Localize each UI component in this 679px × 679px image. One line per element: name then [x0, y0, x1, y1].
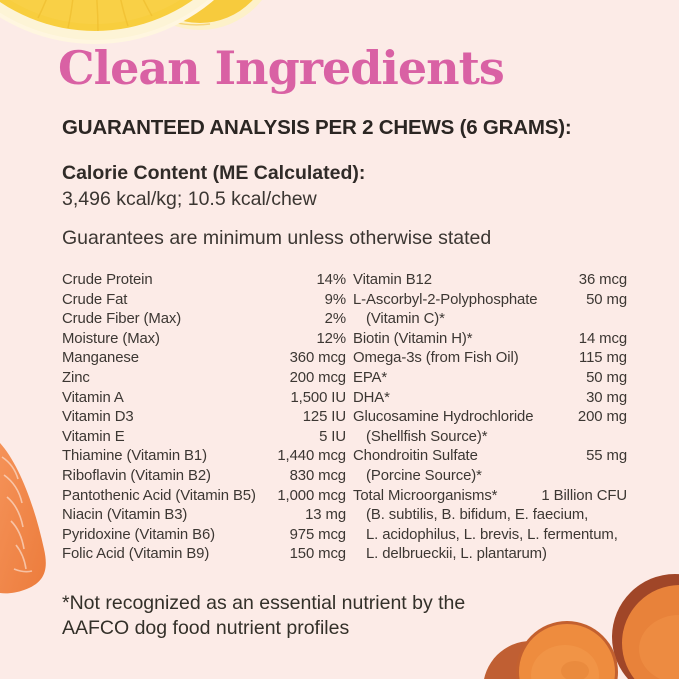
table-row: Biotin (Vitamin H)* 14 mcg: [353, 330, 627, 350]
footnote-line-2: AAFCO dog food nutrient profiles: [62, 616, 350, 639]
nutrient-value: 13 mg: [305, 507, 346, 524]
table-row: Vitamin E 5 IU: [62, 428, 346, 448]
nutrient-label: Vitamin E: [62, 428, 125, 445]
nutrient-value: 150 mcg: [289, 546, 347, 563]
nutrient-label: Biotin (Vitamin H)*: [353, 330, 473, 347]
nutrient-value: 12%: [316, 330, 346, 347]
nutrient-label: Pantothenic Acid (Vitamin B5): [62, 487, 256, 504]
table-row: Moisture (Max) 12%: [62, 330, 346, 350]
nutrient-label: Manganese: [62, 350, 139, 367]
guarantee-note: Guarantees are minimum unless otherwise …: [62, 227, 492, 249]
table-row: Folic Acid (Vitamin B9) 150 mcg: [62, 545, 346, 565]
nutrient-value: 9%: [324, 291, 346, 308]
nutrient-label: Vitamin D3: [62, 409, 134, 426]
nutrient-value: 200 mg: [577, 409, 627, 426]
nutrient-label: (B. subtilis, B. bifidum, E. faecium,: [366, 507, 589, 524]
table-row: Omega-3s (from Fish Oil) 115 mg: [353, 349, 627, 369]
table-row: DHA* 30 mg: [353, 389, 627, 409]
table-row-continuation: L. acidophilus, L. brevis, L. fermentum,: [353, 526, 627, 546]
nutrient-label: Riboflavin (Vitamin B2): [62, 467, 211, 484]
calorie-content-value: 3,496 kcal/kg; 10.5 kcal/chew: [62, 188, 317, 210]
nutrient-label: Moisture (Max): [62, 330, 160, 347]
table-row: Manganese 360 mcg: [62, 349, 346, 369]
nutrient-value: 30 mg: [586, 389, 627, 406]
guaranteed-analysis-heading: GUARANTEED ANALYSIS PER 2 CHEWS (6 GRAMS…: [62, 116, 572, 139]
table-row: Vitamin D3 125 IU: [62, 408, 346, 428]
nutrient-label: Pyridoxine (Vitamin B6): [62, 526, 216, 543]
nutrient-label: L. delbrueckii, L. plantarum): [366, 546, 547, 563]
nutrient-label: Zinc: [62, 369, 90, 386]
table-row: EPA* 50 mg: [353, 369, 627, 389]
sweet-potato-slices-image: [484, 574, 679, 679]
nutrient-label: Crude Fat: [62, 291, 128, 308]
table-row: Vitamin B12 36 mcg: [353, 271, 627, 291]
nutrient-label: DHA*: [353, 389, 390, 406]
nutrient-label: Thiamine (Vitamin B1): [62, 448, 207, 465]
nutrient-value: 2%: [324, 311, 346, 328]
nutrient-value: 55 mg: [586, 448, 627, 465]
table-row: Crude Fiber (Max) 2%: [62, 310, 346, 330]
nutrient-label: (Shellfish Source)*: [366, 428, 488, 445]
table-row: Zinc 200 mcg: [62, 369, 346, 389]
nutrient-value: 125 IU: [302, 409, 346, 426]
nutrient-label: EPA*: [353, 369, 388, 386]
nutrient-label: L. acidophilus, L. brevis, L. fermentum,: [366, 526, 618, 543]
table-row: Vitamin A 1,500 IU: [62, 389, 346, 409]
table-row: L-Ascorbyl-2-Polyphosphate 50 mg: [353, 291, 627, 311]
calorie-content-label: Calorie Content (ME Calculated):: [62, 162, 366, 184]
nutrient-label: Vitamin B12: [353, 272, 432, 288]
nutrient-value: 14%: [316, 272, 346, 288]
nutrient-value: 50 mg: [586, 369, 627, 386]
nutrient-label: (Vitamin C)*: [366, 311, 445, 328]
nutrient-value: 1,000 mcg: [277, 487, 346, 504]
nutrient-column-left: Crude Protein 14% Crude Fat 9% Crude Fiber…: [62, 271, 346, 565]
nutrient-label: Crude Fiber (Max): [62, 311, 182, 328]
nutrient-value: 115 mg: [579, 350, 627, 367]
table-row-continuation: (Porcine Source)*: [353, 467, 627, 487]
nutrient-label: Total Microorganisms*: [353, 487, 498, 504]
table-row-continuation: (Shellfish Source)*: [353, 428, 627, 448]
table-row-continuation: (Vitamin C)*: [353, 310, 627, 330]
table-row: Riboflavin (Vitamin B2) 830 mcg: [62, 467, 346, 487]
aafco-footnote: *Not recognized as an essential nutrient…: [62, 591, 465, 640]
nutrient-column-right: Vitamin B12 36 mcg L-Ascorbyl-2-Polyphosp…: [353, 271, 627, 565]
table-row-continuation: L. delbrueckii, L. plantarum): [353, 545, 627, 565]
nutrient-value: 830 mcg: [289, 467, 347, 484]
page-title: Clean Ingredients: [58, 41, 505, 95]
table-row: Total Microorganisms* 1 Billion CFU: [353, 487, 627, 507]
nutrient-value: 200 mcg: [289, 369, 347, 386]
table-row: Pantothenic Acid (Vitamin B5) 1,000 mcg: [62, 487, 346, 507]
nutrient-value: 50 mg: [586, 291, 627, 308]
nutrient-label: Crude Protein: [62, 272, 153, 288]
nutrient-value: 5 IU: [319, 428, 346, 445]
nutrient-value: 1,440 mcg: [277, 448, 346, 465]
nutrient-value: 14 mcg: [578, 330, 627, 347]
table-row-continuation: (B. subtilis, B. bifidum, E. faecium,: [353, 506, 627, 526]
footnote-line-1: *Not recognized as an essential nutrient…: [62, 592, 466, 614]
nutrient-label: Folic Acid (Vitamin B9): [62, 546, 210, 563]
table-row: Pyridoxine (Vitamin B6) 975 mcg: [62, 526, 346, 546]
salmon-fillet-image: [0, 443, 46, 594]
nutrient-label: L-Ascorbyl-2-Polyphosphate: [353, 291, 538, 308]
nutrient-value: 36 mcg: [578, 272, 627, 288]
nutrient-label: Glucosamine Hydrochloride: [353, 409, 534, 426]
table-row: Thiamine (Vitamin B1) 1,440 mcg: [62, 447, 346, 467]
nutrient-label: Omega-3s (from Fish Oil): [353, 350, 519, 367]
nutrient-label: Niacin (Vitamin B3): [62, 507, 188, 524]
table-row: Crude Protein 14%: [62, 271, 346, 291]
nutrient-value: 1 Billion CFU: [541, 487, 627, 504]
table-row: Crude Fat 9%: [62, 291, 346, 311]
nutrient-value: 1,500 IU: [290, 389, 347, 406]
table-row: Glucosamine Hydrochloride 200 mg: [353, 408, 627, 428]
nutrient-label: Vitamin A: [62, 389, 124, 406]
table-row: Niacin (Vitamin B3) 13 mg: [62, 506, 346, 526]
nutrient-value: 360 mcg: [289, 350, 347, 367]
nutrient-label: (Porcine Source)*: [366, 467, 482, 484]
nutrient-value: 975 mcg: [289, 526, 347, 543]
table-row: Chondroitin Sulfate 55 mg: [353, 447, 627, 467]
nutrient-label: Chondroitin Sulfate: [353, 448, 478, 465]
